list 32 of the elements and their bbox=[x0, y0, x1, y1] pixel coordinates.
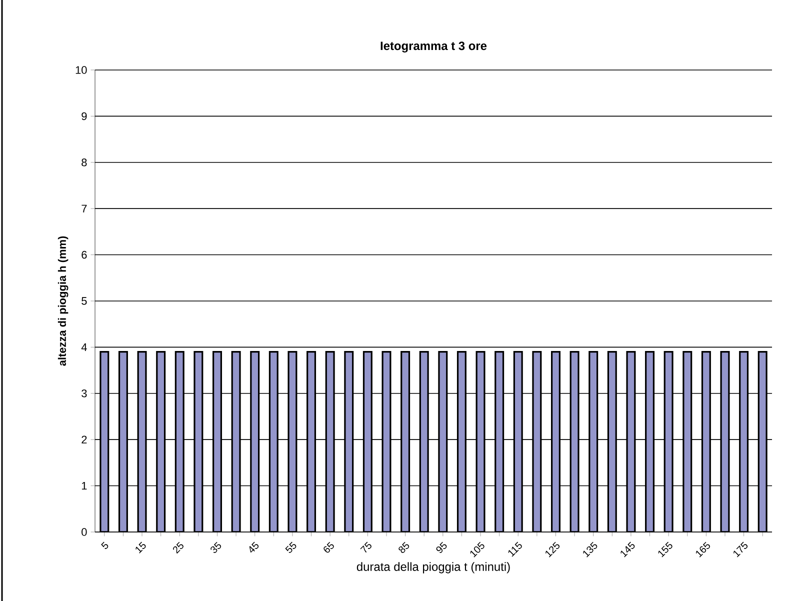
x-tick-label: 145 bbox=[620, 542, 635, 558]
x-tick-label: 5 bbox=[101, 542, 108, 549]
y-tick-label: 7 bbox=[82, 204, 87, 212]
x-tick-label: 175 bbox=[734, 542, 748, 558]
y-tick-label: 5 bbox=[82, 297, 87, 305]
y-tick-label: 0 bbox=[82, 528, 87, 536]
y-tick-label: 1 bbox=[82, 482, 87, 490]
x-tick-label: 95 bbox=[436, 542, 447, 553]
x-tick-label: 15 bbox=[136, 542, 146, 554]
x-tick-label: 55 bbox=[285, 542, 296, 553]
x-axis-title: durata della pioggia t (minuti) bbox=[356, 562, 510, 574]
x-tick-label: 125 bbox=[546, 542, 560, 558]
y-tick-label: 4 bbox=[81, 343, 87, 351]
x-tick-label: 155 bbox=[658, 542, 672, 558]
y-tick-label: 3 bbox=[82, 390, 87, 398]
y-tick-label: 9 bbox=[82, 112, 87, 120]
y-tick-label: 6 bbox=[82, 250, 87, 259]
x-tick-label: 45 bbox=[249, 542, 259, 553]
x-tick-label: 65 bbox=[324, 542, 334, 553]
x-tick-label: 85 bbox=[398, 542, 410, 553]
chart-title: Ietogramma t 3 ore bbox=[380, 42, 487, 52]
x-tick-label: 165 bbox=[696, 542, 710, 558]
x-tick-label: 35 bbox=[210, 542, 222, 553]
y-tick-label: 8 bbox=[82, 158, 87, 166]
y-axis-title: altezza di pioggia h (mm) bbox=[58, 236, 68, 366]
y-tick-label: 10 bbox=[76, 66, 87, 74]
x-tick-label: 105 bbox=[470, 542, 484, 558]
y-tick-label: 2 bbox=[82, 436, 87, 444]
x-tick-label: 25 bbox=[173, 542, 184, 554]
x-tick-label: 135 bbox=[583, 542, 598, 558]
x-tick-label: 75 bbox=[360, 542, 372, 553]
x-tick-label: 115 bbox=[508, 542, 522, 557]
